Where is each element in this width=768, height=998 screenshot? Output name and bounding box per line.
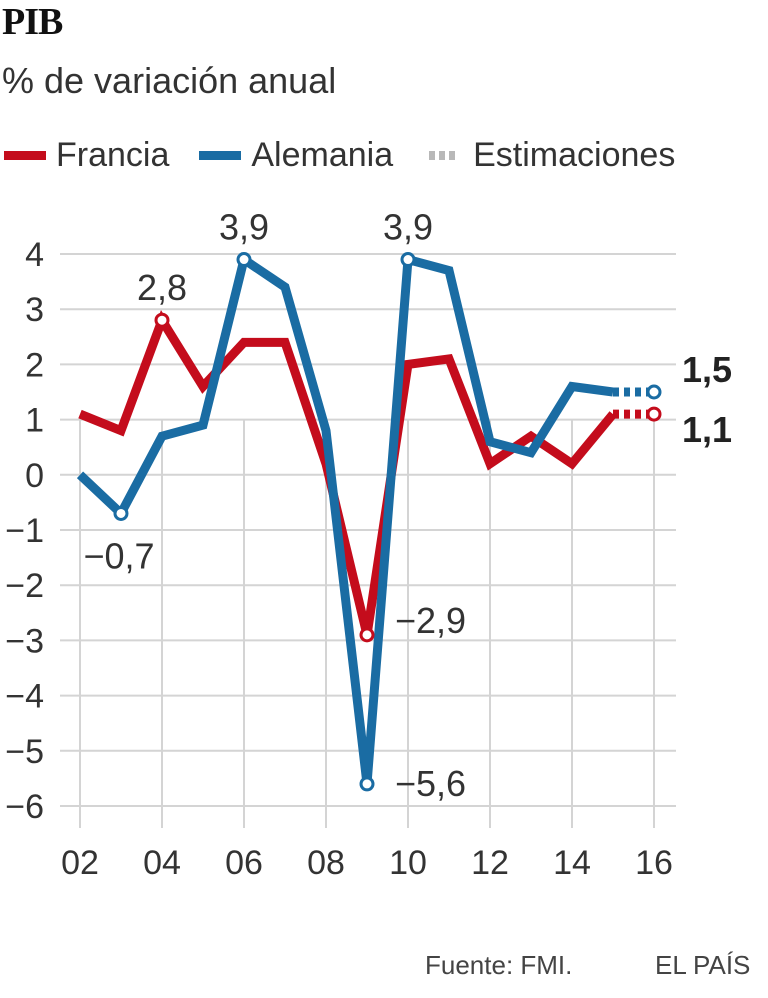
series-line-francia (78, 310, 617, 636)
y-tick-label: 2 (25, 346, 44, 384)
x-tick-label: 04 (143, 844, 181, 882)
legend-item-alemania: Alemania (197, 136, 393, 175)
x-tick-label: 10 (389, 844, 427, 882)
data-label: 1,5 (682, 349, 732, 390)
data-point-marker (359, 627, 375, 643)
legend-label-estimaciones: Estimaciones (473, 136, 676, 174)
y-tick-label: 0 (25, 457, 44, 495)
data-point-marker (154, 312, 170, 328)
data-label: 1,1 (682, 409, 732, 450)
legend-swatch-francia (4, 151, 46, 160)
legend-label-francia: Francia (56, 136, 170, 174)
x-tick-label: 06 (225, 844, 263, 882)
y-tick-label: −2 (5, 567, 44, 605)
data-point-marker (400, 252, 416, 268)
chart-subtitle: % de variación anual (2, 60, 337, 101)
x-tick-label: 08 (307, 844, 345, 882)
legend: Francia Alemania Estimaciones (2, 136, 703, 175)
publisher-credit: EL PAÍS (655, 950, 751, 980)
x-tick-label: 16 (635, 844, 673, 882)
x-tick-label: 12 (471, 844, 509, 882)
x-tick-label: 14 (553, 844, 591, 882)
dotted-line-icon (429, 151, 459, 160)
data-label: −0,7 (83, 535, 154, 576)
data-point-marker (113, 505, 129, 521)
series-line-alemania (76, 252, 614, 785)
source-note: Fuente: FMI. (425, 950, 573, 980)
legend-swatch-alemania (199, 151, 242, 160)
legend-item-estimaciones: Estimaciones (421, 136, 675, 175)
y-tick-label: −5 (5, 733, 44, 771)
y-tick-label: −4 (5, 678, 44, 716)
y-tick-label: −6 (5, 788, 44, 826)
data-label: −2,9 (395, 600, 466, 641)
data-label: 3,9 (383, 207, 433, 248)
data-label: −5,6 (395, 763, 466, 804)
y-tick-label: −3 (5, 622, 44, 660)
chart-title: PIB (2, 1, 63, 43)
y-tick-label: 1 (25, 402, 44, 440)
y-tick-label: 4 (25, 236, 44, 274)
legend-label-alemania: Alemania (251, 136, 394, 174)
y-tick-label: 3 (25, 291, 44, 329)
data-label: 3,9 (219, 207, 269, 248)
legend-item-francia: Francia (2, 136, 169, 175)
data-label: 2,8 (137, 267, 187, 308)
data-point-marker (236, 252, 252, 268)
y-tick-label: −1 (5, 512, 44, 550)
data-point-marker (359, 776, 375, 792)
data-point-marker (646, 384, 662, 400)
x-tick-label: 02 (61, 844, 99, 882)
data-point-marker (646, 406, 662, 422)
